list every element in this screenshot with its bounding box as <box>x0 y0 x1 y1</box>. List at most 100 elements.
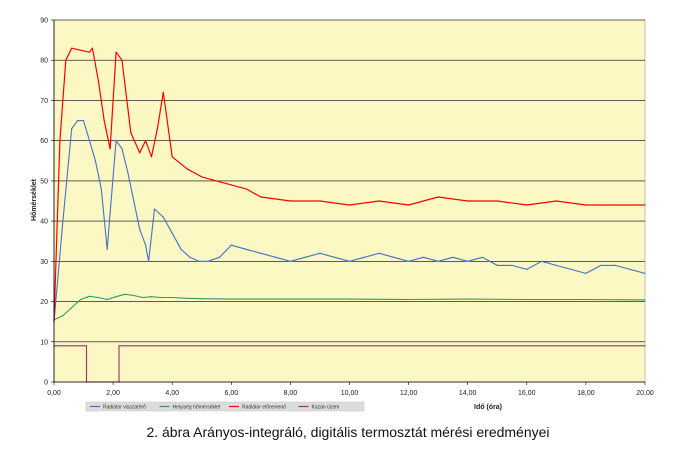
x-tick-label: 2,00 <box>106 390 120 397</box>
y-tick-label: 30 <box>40 259 48 266</box>
data-point <box>614 264 617 266</box>
legend-label: Radiátor előremenő <box>242 404 286 410</box>
y-tick-label: 90 <box>40 18 48 25</box>
x-tick-label: 20,00 <box>636 390 654 397</box>
data-point <box>526 298 528 301</box>
data-point <box>100 188 102 190</box>
data-point <box>555 264 557 266</box>
data-point <box>467 260 469 262</box>
data-point <box>180 248 182 250</box>
data-point <box>189 256 191 258</box>
data-point <box>121 59 123 61</box>
data-point <box>162 216 164 218</box>
figure-caption: 2. ábra Arányos-integráló, digitális ter… <box>146 424 550 440</box>
data-point <box>186 168 188 170</box>
data-point <box>289 200 291 202</box>
data-point <box>348 298 351 300</box>
data-point <box>145 140 147 142</box>
data-point <box>230 298 232 300</box>
y-tick-label: 0 <box>44 380 48 387</box>
data-point <box>59 140 61 142</box>
data-point <box>230 244 232 246</box>
data-point <box>133 200 135 202</box>
data-point <box>245 188 247 190</box>
legend-label: Helyiség hőmérséklet <box>173 404 221 410</box>
series-line-0 <box>53 120 646 322</box>
y-tick-label: 10 <box>40 339 48 346</box>
data-point <box>585 204 587 206</box>
data-point <box>65 59 67 61</box>
data-point <box>82 119 85 122</box>
data-point <box>150 156 153 158</box>
legend-label: Kazán üzem <box>312 404 340 410</box>
data-point <box>77 119 79 122</box>
y-tick-label: 50 <box>40 178 48 185</box>
data-point <box>319 200 321 202</box>
y-tick-label: 70 <box>40 98 48 105</box>
x-tick-label: 12,00 <box>400 390 418 397</box>
data-point <box>481 256 484 258</box>
data-point <box>91 47 94 49</box>
data-point <box>186 297 188 299</box>
x-tick-label: 14,00 <box>459 390 477 397</box>
data-point <box>408 298 410 301</box>
data-point <box>153 208 156 210</box>
data-point <box>71 306 73 309</box>
data-point <box>97 79 99 81</box>
data-point <box>585 298 587 301</box>
data-point <box>109 148 111 150</box>
data-point <box>600 264 602 266</box>
data-point <box>103 119 105 122</box>
data-point <box>198 260 200 262</box>
data-point <box>94 160 96 162</box>
data-point <box>348 204 351 206</box>
data-point <box>644 204 646 206</box>
data-point <box>230 184 232 186</box>
data-point <box>348 260 351 262</box>
data-point <box>115 296 117 298</box>
data-point <box>644 345 646 347</box>
data-point <box>207 260 209 262</box>
data-point <box>467 298 469 300</box>
data-point <box>145 244 147 246</box>
x-tick-label: 8,00 <box>284 390 298 397</box>
data-point <box>218 256 221 258</box>
y-tick-label: 60 <box>40 138 48 145</box>
data-point <box>467 200 469 202</box>
x-tick-label: 4,00 <box>165 390 179 397</box>
gridlines <box>54 19 645 343</box>
data-point <box>452 256 454 258</box>
x-axis-title: Idő (óra) <box>474 404 502 411</box>
data-point <box>133 294 135 297</box>
data-point <box>260 196 262 198</box>
data-point <box>85 345 88 347</box>
data-point <box>496 200 498 202</box>
data-point <box>139 152 141 154</box>
data-point <box>171 296 173 299</box>
data-point <box>304 256 306 258</box>
data-point <box>260 252 262 254</box>
data-point <box>585 272 587 274</box>
data-point <box>147 260 150 262</box>
legend-box <box>85 401 365 412</box>
data-point <box>422 256 424 258</box>
x-tick-label: 6,00 <box>224 390 238 397</box>
data-point <box>115 51 117 53</box>
data-point <box>127 172 129 174</box>
data-point <box>88 295 91 297</box>
data-point <box>363 256 365 258</box>
data-point <box>570 268 572 270</box>
legend-label: Radiátor visszatérő <box>103 404 146 410</box>
data-point <box>71 128 73 130</box>
data-point <box>97 296 99 299</box>
data-point <box>171 156 173 158</box>
y-tick-label: 40 <box>40 219 48 226</box>
plot-area <box>53 19 646 383</box>
x-tick-label: 0,00 <box>47 390 61 397</box>
data-point <box>644 272 646 274</box>
data-point <box>644 299 646 301</box>
data-point <box>124 293 126 295</box>
data-point <box>289 298 291 300</box>
data-point <box>408 260 410 262</box>
